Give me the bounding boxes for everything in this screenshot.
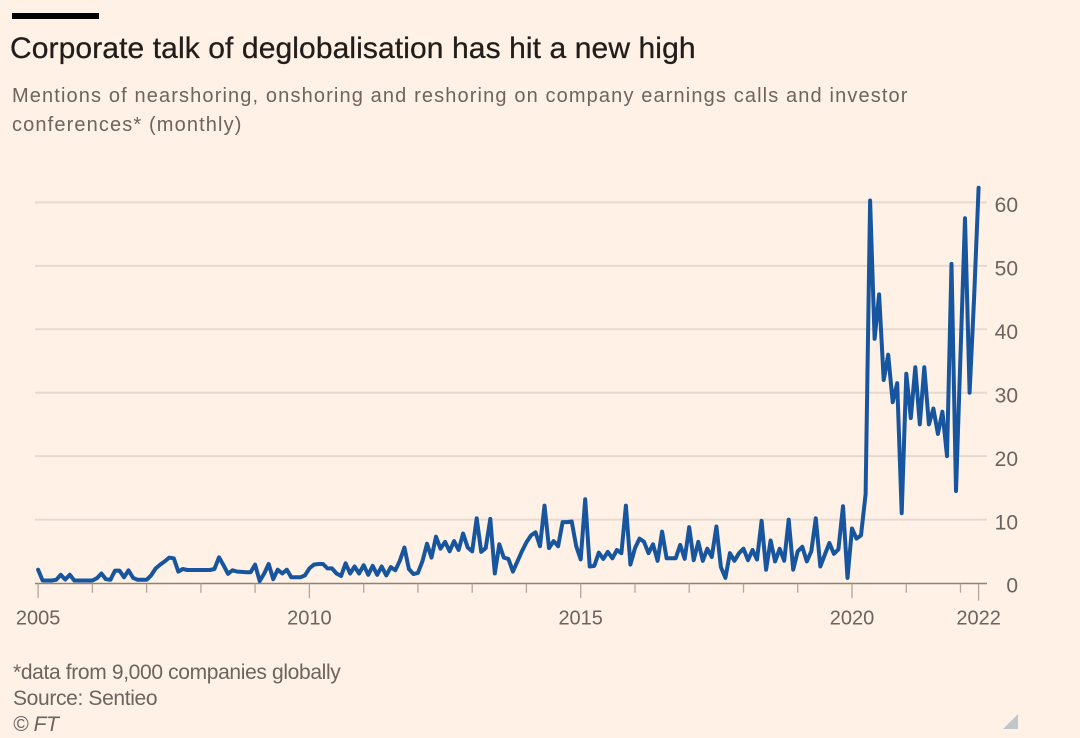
svg-text:20: 20 <box>995 448 1018 471</box>
svg-text:30: 30 <box>995 384 1018 407</box>
svg-text:10: 10 <box>995 511 1018 534</box>
svg-text:60: 60 <box>995 194 1018 217</box>
svg-text:50: 50 <box>995 258 1018 281</box>
svg-text:40: 40 <box>995 321 1018 344</box>
svg-text:2015: 2015 <box>558 608 603 630</box>
svg-text:2010: 2010 <box>287 608 332 630</box>
svg-text:2020: 2020 <box>830 608 875 630</box>
svg-text:2005: 2005 <box>16 608 61 630</box>
svg-text:0: 0 <box>1006 575 1018 598</box>
svg-text:2022: 2022 <box>956 608 1001 630</box>
